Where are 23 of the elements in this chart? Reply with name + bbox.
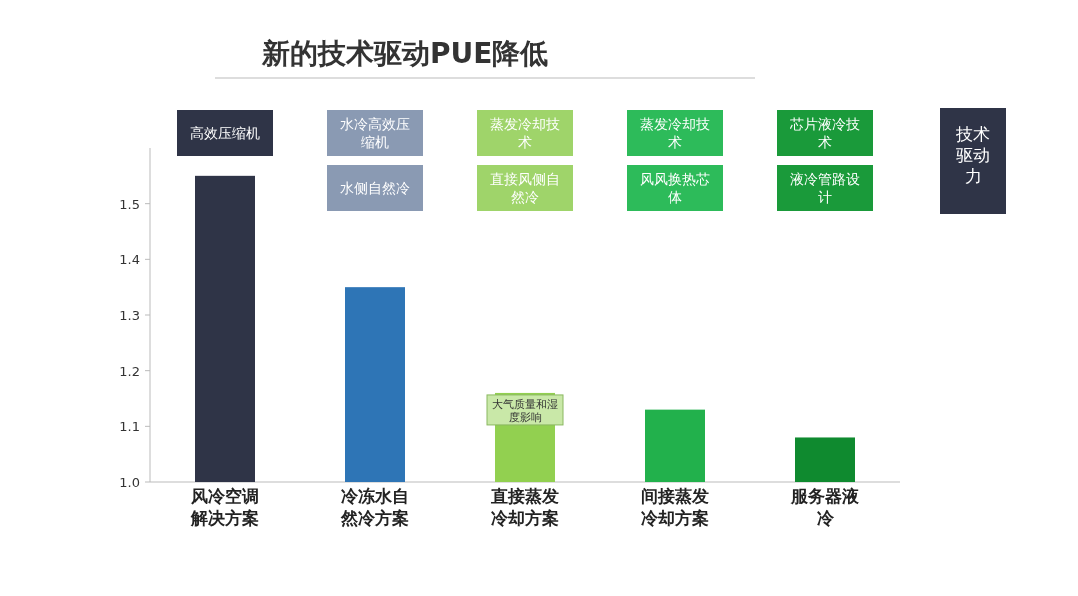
x-tick-label: 风冷空调解决方案	[190, 486, 259, 528]
x-tick-label: 间接蒸发冷却方案	[641, 486, 709, 528]
annotation: 芯片液冷技术	[789, 116, 860, 150]
chart-title: 新的技术驱动PUE降低	[261, 37, 549, 70]
annotation: 大气质量和湿度影响	[492, 397, 558, 424]
y-tick-label: 1.5	[119, 196, 140, 212]
x-tick-label: 服务器液冷	[790, 486, 860, 528]
y-tick-label: 1.2	[119, 363, 140, 379]
annotation: 水冷高效压缩机	[340, 116, 410, 150]
x-tick-label: 直接蒸发冷却方案	[490, 486, 559, 528]
text: 技术驱动力	[955, 124, 990, 186]
annotation: 蒸发冷却技术	[640, 116, 710, 150]
text: 高效压缩机	[190, 125, 260, 141]
x-tick-label: 冷冻水自然冷方案	[340, 486, 409, 528]
y-tick-label: 1.1	[119, 419, 140, 435]
y-tick-label: 1.0	[119, 475, 140, 490]
y-tick-label: 1.4	[119, 252, 140, 268]
annotation: 风风换热芯体	[640, 171, 710, 205]
y-tick-label: 1.3	[119, 308, 140, 323]
annotation: 液冷管路设计	[790, 171, 860, 205]
annotation: 直接风侧自然冷	[490, 171, 560, 205]
annotation: 水侧自然冷	[340, 180, 410, 196]
annotation: 蒸发冷却技术	[490, 116, 560, 150]
